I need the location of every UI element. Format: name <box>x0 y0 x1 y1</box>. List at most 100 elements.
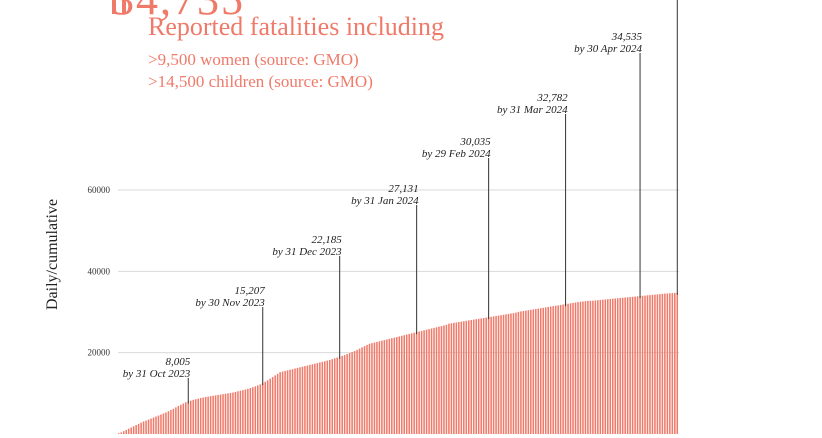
bar <box>599 299 602 434</box>
bar <box>639 296 641 434</box>
bar <box>137 423 140 434</box>
bar <box>311 364 314 434</box>
bar <box>368 343 371 434</box>
bar <box>651 294 654 434</box>
bar <box>207 396 209 434</box>
bar <box>507 313 510 434</box>
bar <box>636 296 639 434</box>
bar <box>237 391 239 434</box>
bar <box>619 298 621 434</box>
annotation-date: by 30 Apr 2024 <box>574 43 642 55</box>
bar <box>249 388 252 434</box>
annotation-value: 8,005 <box>166 356 191 368</box>
bar <box>420 330 423 434</box>
bar <box>547 306 549 434</box>
bar <box>463 321 465 434</box>
annotation-date: by 31 Jan 2024 <box>351 195 419 207</box>
bar <box>281 371 284 434</box>
bar <box>515 312 517 434</box>
bar <box>569 303 572 434</box>
bar <box>659 294 661 434</box>
bar <box>227 393 229 434</box>
bar <box>274 375 276 434</box>
bar <box>455 322 458 434</box>
bar <box>520 311 522 434</box>
chart-subtitle: Reported fatalities including <box>148 12 445 41</box>
bar <box>562 304 564 434</box>
bar <box>490 316 492 434</box>
bar <box>177 405 180 434</box>
bar <box>338 356 341 434</box>
bar <box>472 319 475 434</box>
bar <box>170 410 172 434</box>
bar <box>661 293 664 434</box>
bar <box>261 383 264 434</box>
annotation-value: 15,207 <box>234 285 265 297</box>
bar <box>525 310 527 434</box>
bar <box>425 329 428 434</box>
bar <box>649 295 651 434</box>
bar <box>376 341 378 434</box>
annotation-date: by 31 Dec 2023 <box>272 246 342 258</box>
bar <box>324 361 326 434</box>
bar <box>279 372 281 434</box>
bar <box>594 300 597 434</box>
bar <box>363 346 366 434</box>
bar <box>468 320 470 434</box>
bar <box>192 399 195 434</box>
bar <box>453 322 455 434</box>
annotation-date: by 31 Oct 2023 <box>123 368 191 380</box>
bar <box>604 299 607 434</box>
bar <box>214 395 217 434</box>
bar <box>319 362 321 434</box>
bar <box>500 315 502 434</box>
bar <box>309 364 311 434</box>
bar <box>415 332 418 434</box>
bar <box>271 377 274 434</box>
annotation-date: by 29 Feb 2024 <box>422 148 491 160</box>
bar <box>495 315 497 434</box>
bar <box>629 297 631 434</box>
bar <box>356 349 358 434</box>
bar <box>607 299 609 434</box>
bar <box>480 318 482 434</box>
bar <box>532 309 535 434</box>
bar <box>197 398 199 434</box>
bar <box>348 353 351 434</box>
bar <box>229 392 232 434</box>
bar <box>351 352 353 434</box>
bar <box>450 323 453 434</box>
bar <box>329 359 331 434</box>
bar <box>554 305 557 434</box>
bar <box>656 294 659 434</box>
bar <box>557 305 559 434</box>
bar <box>396 337 398 434</box>
bar <box>142 421 145 434</box>
bar <box>435 327 438 434</box>
bar <box>669 293 671 434</box>
bar <box>388 338 391 434</box>
bar <box>530 309 532 434</box>
bar <box>212 395 214 434</box>
bar <box>180 404 182 434</box>
bar <box>252 387 254 434</box>
bar <box>403 335 405 434</box>
bar <box>140 422 142 434</box>
bar <box>602 299 604 434</box>
bar <box>269 378 271 434</box>
bar <box>577 302 579 434</box>
bar <box>609 298 612 434</box>
bar <box>460 321 463 434</box>
bar <box>378 341 381 434</box>
bar <box>544 307 547 434</box>
bar <box>475 319 477 434</box>
bar <box>664 293 666 434</box>
bar <box>440 326 443 434</box>
bar <box>224 393 227 434</box>
bar <box>264 381 266 434</box>
bar <box>289 369 291 434</box>
bar <box>284 370 286 434</box>
